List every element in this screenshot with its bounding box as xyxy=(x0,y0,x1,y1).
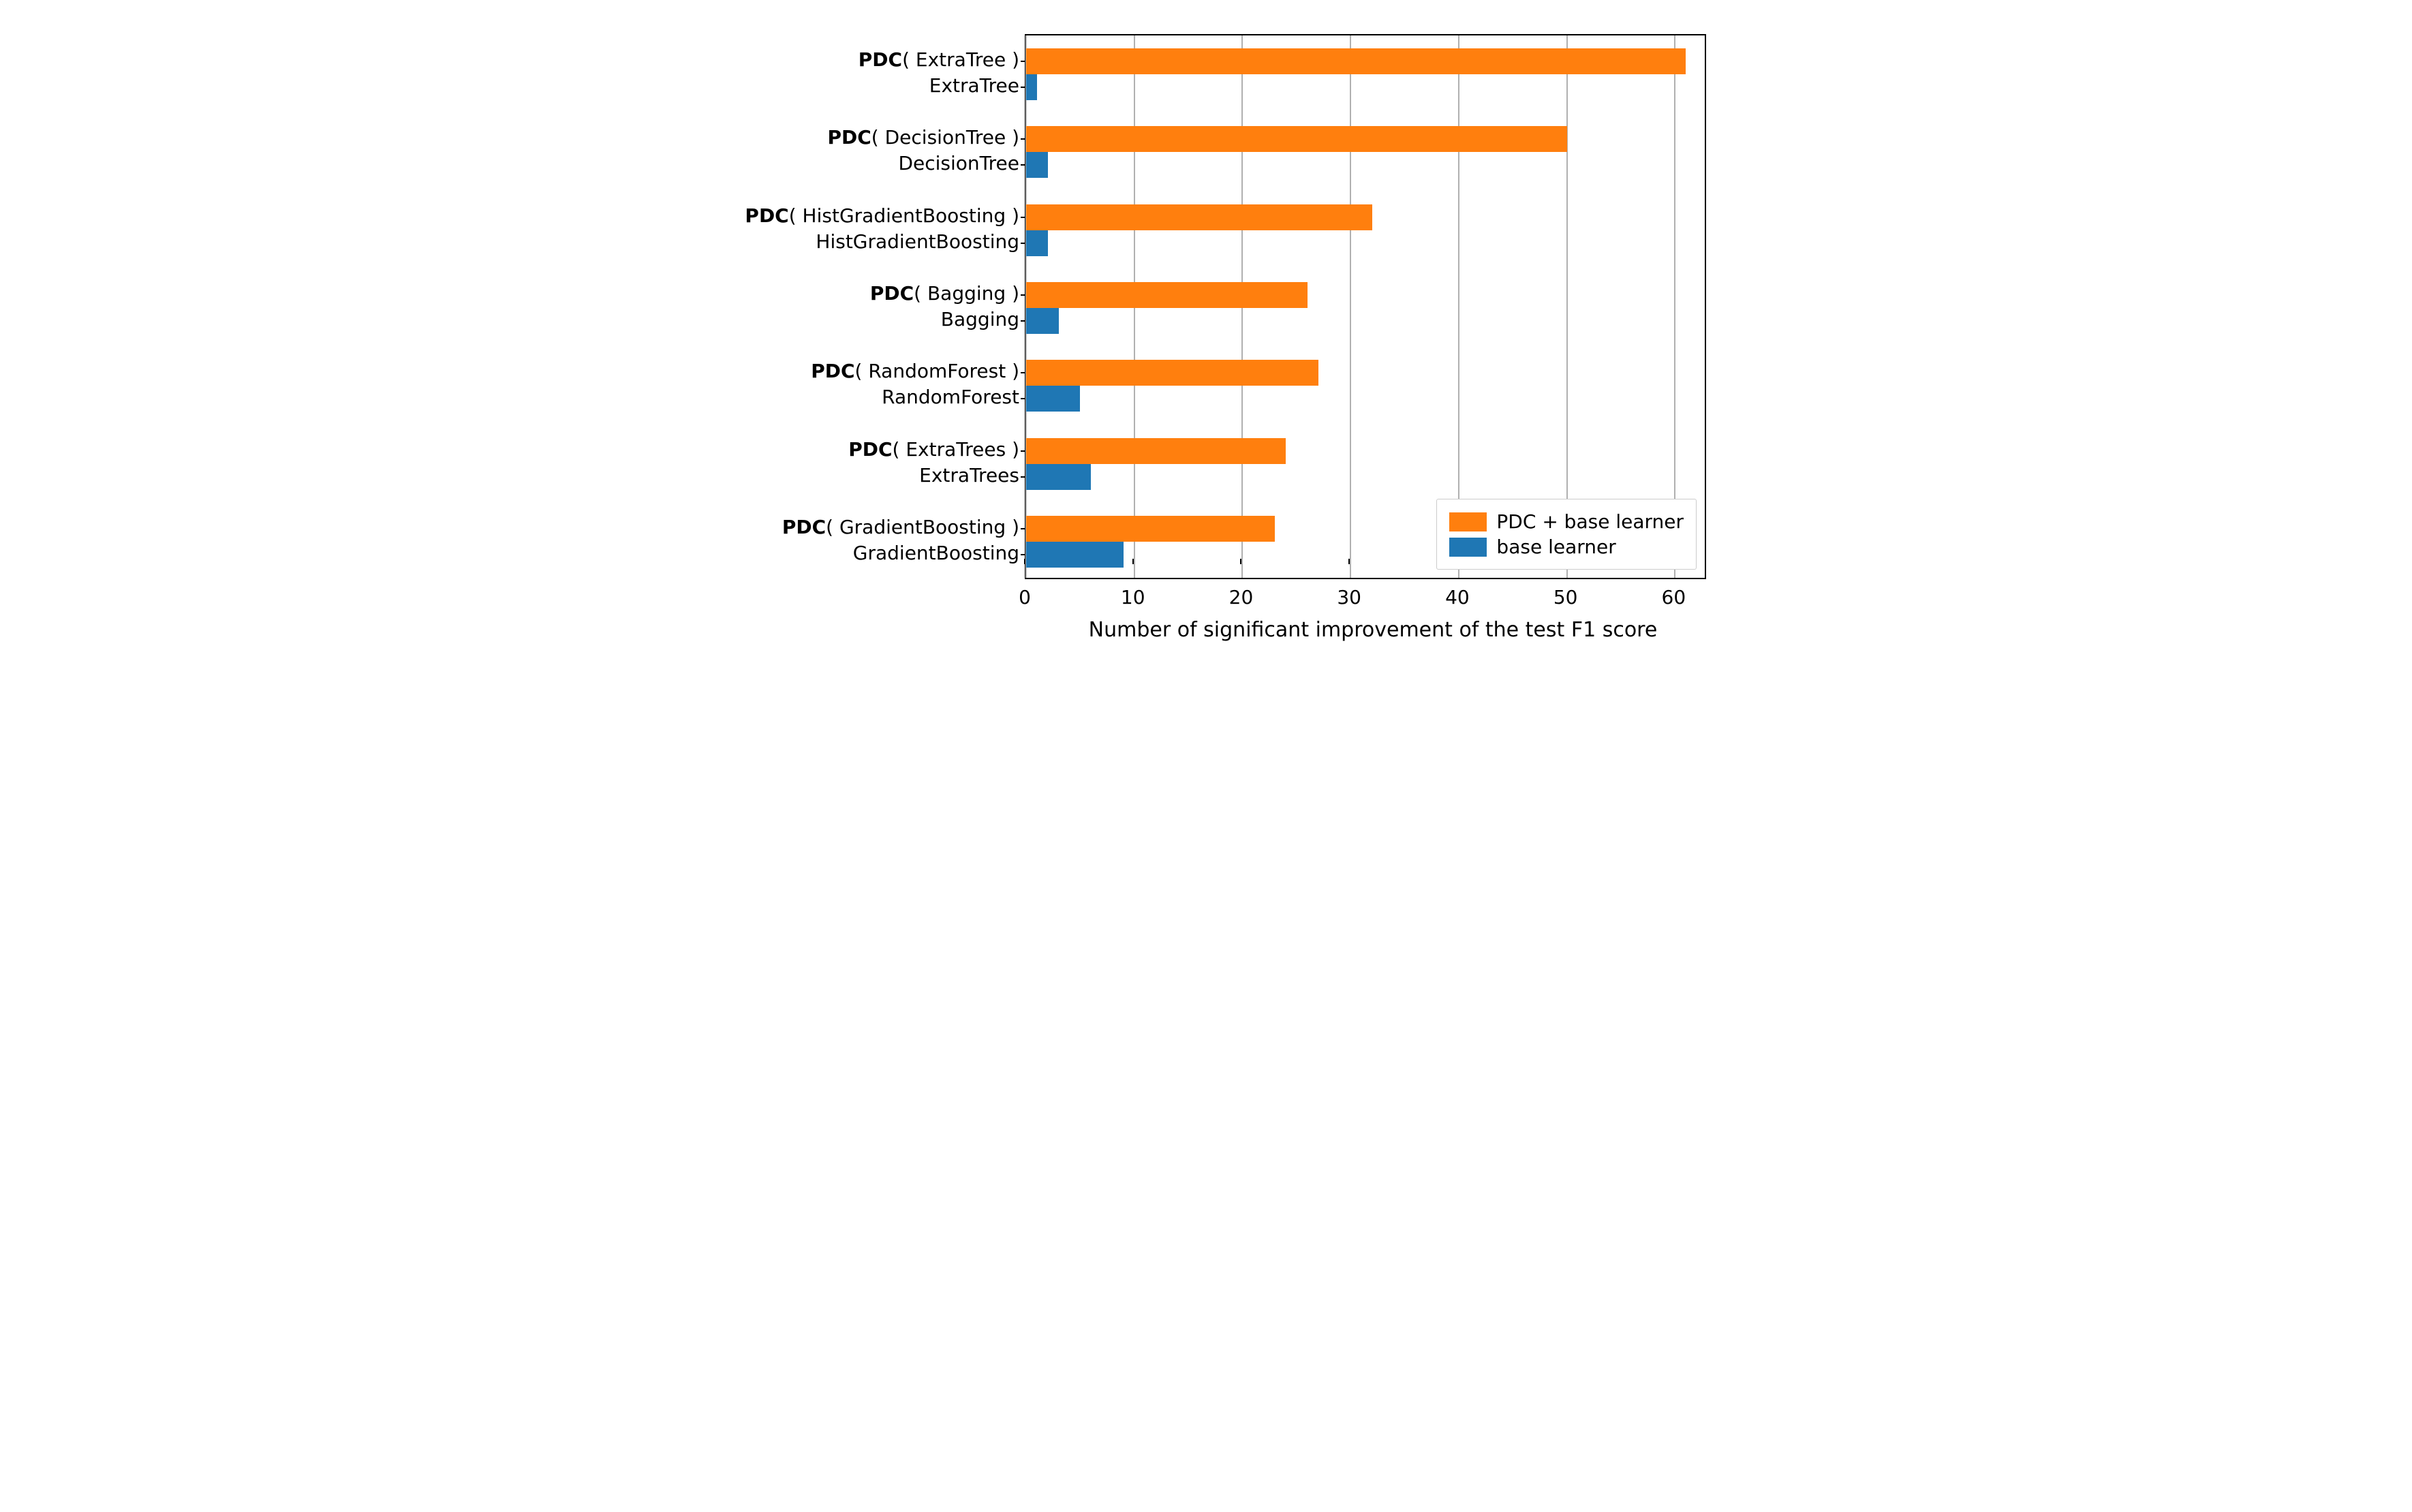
legend-swatch-base xyxy=(1449,538,1487,557)
xtick-label: 40 xyxy=(1445,586,1470,608)
ytick-label-base: ExtraTrees xyxy=(919,466,1019,485)
bar-pdc xyxy=(1026,282,1308,308)
xtick-label: 30 xyxy=(1337,586,1361,608)
bar-base xyxy=(1026,74,1037,100)
ytick-label-pdc: PDC( RandomForest ) xyxy=(811,362,1019,381)
bar-pdc xyxy=(1026,360,1318,386)
gridline xyxy=(1566,35,1568,578)
xtick-label: 0 xyxy=(1019,586,1031,608)
gridline xyxy=(1674,35,1675,578)
gridline xyxy=(1458,35,1459,578)
plot-area: PDC + base learner base learner xyxy=(1025,34,1706,579)
ytick-label-base: DecisionTree xyxy=(898,154,1019,173)
bar-pdc xyxy=(1026,438,1286,464)
xtick-label: 60 xyxy=(1662,586,1686,608)
bar-base xyxy=(1026,308,1059,334)
bar-base xyxy=(1026,230,1048,256)
legend-label-base: base learner xyxy=(1496,536,1615,558)
ytick-label-pdc: PDC( Bagging ) xyxy=(870,284,1019,303)
ytick-label-pdc: PDC( GradientBoosting ) xyxy=(782,518,1019,537)
ytick-label-pdc: PDC( ExtraTree ) xyxy=(859,50,1019,70)
ytick-label-pdc: PDC( HistGradientBoosting ) xyxy=(745,206,1019,226)
bar-pdc xyxy=(1026,126,1567,152)
bar-base xyxy=(1026,464,1091,490)
ytick-label-base: HistGradientBoosting xyxy=(816,232,1019,251)
ytick-label-base: Bagging xyxy=(941,310,1019,329)
bar-pdc xyxy=(1026,48,1686,74)
legend-swatch-pdc xyxy=(1449,512,1487,531)
bar-base xyxy=(1026,542,1124,568)
bar-chart: PDC + base learner base learner Number o… xyxy=(691,14,1721,661)
bar-base xyxy=(1026,152,1048,178)
bar-base xyxy=(1026,386,1080,412)
xtick-label: 50 xyxy=(1553,586,1578,608)
ytick-label-pdc: PDC( ExtraTrees ) xyxy=(848,440,1019,459)
bar-pdc xyxy=(1026,516,1275,542)
legend: PDC + base learner base learner xyxy=(1436,499,1697,570)
xtick-label: 20 xyxy=(1229,586,1254,608)
bar-pdc xyxy=(1026,204,1372,230)
legend-item-base: base learner xyxy=(1449,536,1684,558)
ytick-label-base: RandomForest xyxy=(882,388,1019,407)
x-axis-label: Number of significant improvement of the… xyxy=(1025,618,1721,642)
ytick-label-base: GradientBoosting xyxy=(853,544,1019,563)
legend-label-pdc: PDC + base learner xyxy=(1496,510,1684,533)
ytick-label-pdc: PDC( DecisionTree ) xyxy=(827,128,1019,147)
legend-item-pdc: PDC + base learner xyxy=(1449,510,1684,533)
gridline xyxy=(1350,35,1351,578)
ytick-label-base: ExtraTree xyxy=(929,76,1019,95)
xtick-label: 10 xyxy=(1121,586,1145,608)
